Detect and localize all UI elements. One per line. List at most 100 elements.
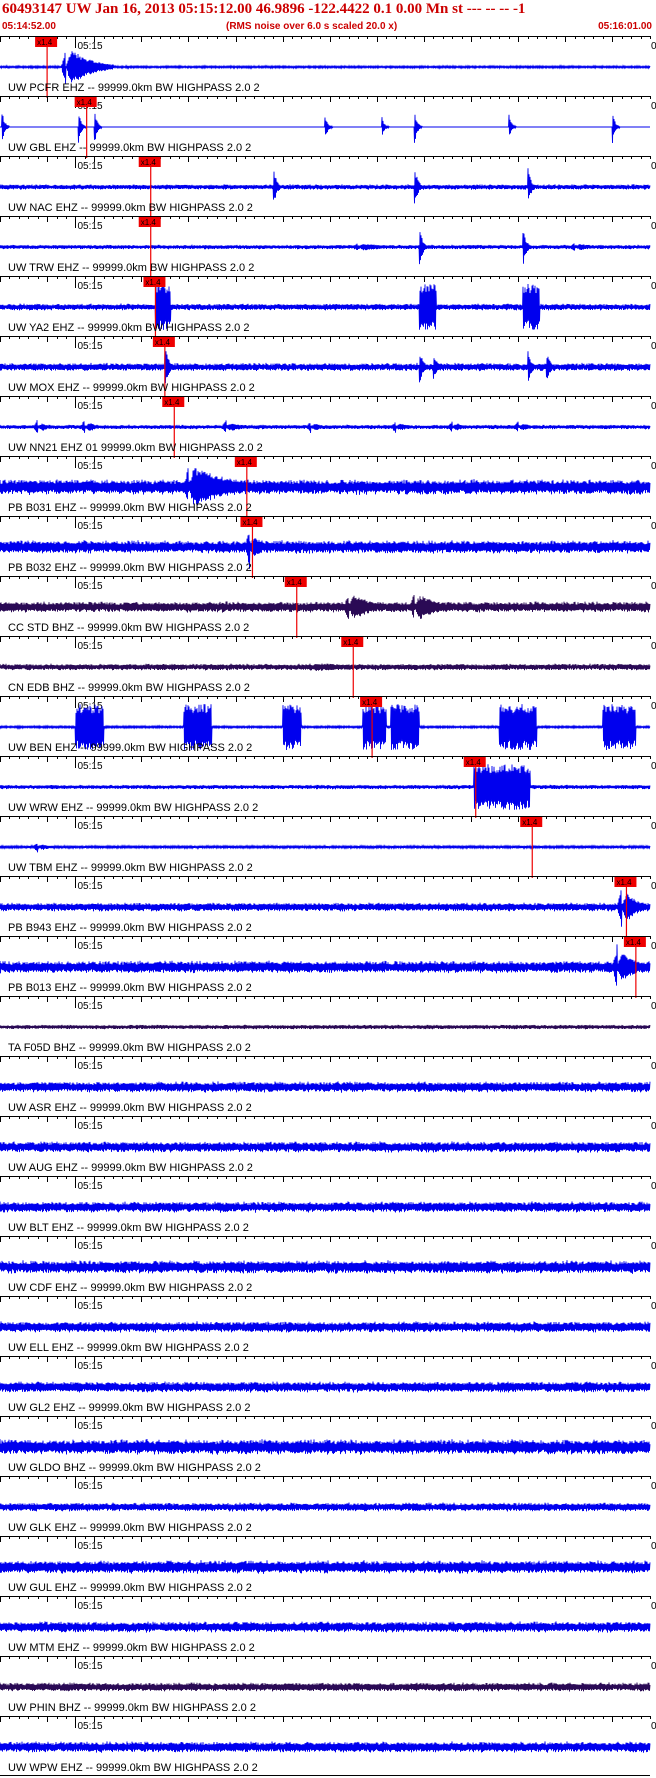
minute-tick-label: 05:15: [78, 1181, 103, 1192]
waveform-line: [0, 534, 651, 569]
trace-row: 05:15 0 x1.4 UW TBM EHZ -- 99999.0km BW HIG…: [0, 816, 656, 878]
station-label: UW CDF EHZ -- 99999.0km BW HIGHPASS 2.0 …: [8, 1282, 252, 1294]
station-label: UW PHIN BHZ -- 99999.0km BW HIGHPASS 2.0…: [8, 1702, 256, 1714]
trace-row: 05:15 0 x1.4 UW MOX EHZ -- 99999.0km BW HIG…: [0, 336, 656, 398]
minute-tick-label: 05:15: [78, 1001, 103, 1012]
waveform-line: [0, 1024, 651, 1030]
right-edge-label: 0: [651, 1181, 656, 1192]
right-edge-label: 0: [651, 461, 656, 472]
pick-label: x1.4: [466, 758, 482, 767]
minute-tick-label: 05:15: [78, 581, 103, 592]
station-label: UW YA2 EHZ -- 99999.0km BW HIGHPASS 2.0 …: [8, 322, 249, 334]
minute-tick-label: 05:15: [78, 1121, 103, 1132]
pick-flag: [360, 697, 383, 707]
pick-label: x1.4: [155, 338, 171, 347]
waveform-line: [0, 1502, 651, 1512]
station-label: UW ELL EHZ -- 99999.0km BW HIGHPASS 2.0 …: [8, 1342, 249, 1354]
pick-label: x1.4: [522, 818, 538, 827]
right-edge-label: 0: [651, 1001, 656, 1012]
trace-row: 05:15 0 x1.4 UW YA2 EHZ -- 99999.0km BW HIG…: [0, 276, 656, 338]
station-label: UW WPW EHZ -- 99999.0km BW HIGHPASS 2.0 …: [8, 1762, 258, 1774]
pick-flag: [74, 97, 97, 107]
right-edge-label: 0: [651, 281, 656, 292]
minute-tick-label: 05:15: [78, 1301, 103, 1312]
right-edge-label: 0: [651, 761, 656, 772]
waveform-line: [0, 1621, 651, 1633]
station-label: UW WRW EHZ -- 99999.0km BW HIGHPASS 2.0 …: [8, 802, 258, 814]
minute-tick-label: 05:15: [78, 1541, 103, 1552]
station-label: UW NN21 EHZ 01 99999.0km BW HIGHPASS 2.0…: [8, 442, 263, 454]
waveform-line: [0, 1141, 651, 1153]
right-edge-label: 0: [651, 1421, 656, 1432]
right-edge-label: 0: [651, 701, 656, 712]
right-edge-label: 0: [651, 1721, 656, 1732]
pick-label: x1.4: [145, 278, 161, 287]
trace-row: 05:15 0 UW AUG EHZ -- 99999.0km BW HIGHPAS…: [0, 1116, 656, 1174]
minute-tick-label: 05:15: [78, 1241, 103, 1252]
event-title: 60493147 UW Jan 16, 2013 05:15:12.00 46.…: [2, 1, 526, 17]
pick-flag: [240, 517, 263, 527]
trace-row: 05:15 0 x1.4 PB B032 EHZ -- 99999.0km BW HI…: [0, 516, 656, 578]
right-edge-label: 0: [651, 521, 656, 532]
minute-tick-label: 05:15: [78, 41, 103, 52]
station-label: UW MOX EHZ -- 99999.0km BW HIGHPASS 2.0 …: [8, 382, 255, 394]
trace-row: 05:15 0 x1.4 CN EDB BHZ -- 99999.0km BW HIG…: [0, 636, 656, 698]
right-edge-label: 0: [651, 1661, 656, 1672]
minute-tick-label: 05:15: [78, 881, 103, 892]
trace-row: 05:15 0 x1.4 UW NAC EHZ -- 99999.0km BW HIG…: [0, 156, 656, 218]
waveform-line: [0, 51, 651, 84]
waveform-line: [0, 420, 651, 434]
pick-flag: [162, 397, 185, 407]
trace-row: 05:15 0 UW GUL EHZ -- 99999.0km BW HIGHPAS…: [0, 1536, 656, 1594]
trace-row: 05:15 0 x1.4 CC STD BHZ -- 99999.0km BW HIG…: [0, 576, 656, 638]
trace-row: 05:15 0 UW GLK EHZ -- 99999.0km BW HIGHPAS…: [0, 1476, 656, 1534]
minute-tick-label: 05:15: [78, 821, 103, 832]
trace-row: 05:15 0x1.4UW BEN EHZ -- 99999.0km BW HIG…: [0, 696, 656, 758]
right-edge-label: 0: [651, 1061, 656, 1072]
right-edge-label: 0: [651, 161, 656, 172]
station-label: UW GLDO BHZ -- 99999.0km BW HIGHPASS 2.0…: [8, 1462, 261, 1474]
pick-label: x1.4: [37, 38, 53, 47]
minute-tick-label: 05:15: [78, 521, 103, 532]
waveform-line: [0, 113, 650, 144]
minute-tick-label: 05:15: [78, 1601, 103, 1612]
trace-row: 05:15 0 x1.4 UW PCFR EHZ -- 99999.0km BW HI…: [0, 36, 656, 98]
header-subrow: 05:14:52.00 (RMS noise over 6.0 s scaled…: [0, 21, 656, 35]
pick-flag: [138, 157, 161, 167]
minute-tick-label: 05:15: [78, 341, 103, 352]
waveform-line: [0, 944, 651, 986]
waveform-line: [0, 350, 651, 384]
trace-row: 05:15 0 UW GLDO BHZ -- 99999.0km BW HIGHPA…: [0, 1416, 656, 1474]
minute-tick-label: 05:15: [78, 461, 103, 472]
station-label: UW AUG EHZ -- 99999.0km BW HIGHPASS 2.0 …: [8, 1162, 253, 1174]
right-edge-label: 0: [651, 341, 656, 352]
minute-tick-label: 05:15: [78, 161, 103, 172]
station-label: CC STD BHZ -- 99999.0km BW HIGHPASS 2.0 …: [8, 622, 249, 634]
trace-row: 05:15 0 UW CDF EHZ -- 99999.0km BW HIGHPAS…: [0, 1236, 656, 1294]
pick-label: x1.4: [164, 398, 180, 407]
trace-row: 05:15 0 UW BLT EHZ -- 99999.0km BW HIGHPAS…: [0, 1176, 656, 1234]
waveform-line: [0, 283, 651, 330]
station-label: PB B943 EHZ -- 99999.0km BW HIGHPASS 2.0…: [8, 922, 252, 934]
right-edge-label: 0: [651, 1481, 656, 1492]
waveform-line: [0, 1741, 651, 1753]
waveform-line: [0, 663, 651, 671]
end-time-label: 05:16:01.00: [598, 21, 652, 32]
pick-label: x1.4: [237, 458, 253, 467]
pick-label: x1.4: [626, 938, 642, 947]
waveform-line: [0, 1438, 651, 1455]
trace-row: 05:15 0 UW MTM EHZ -- 99999.0km BW HIGHPAS…: [0, 1596, 656, 1654]
station-label: UW TRW EHZ -- 99999.0km BW HIGHPASS 2.0 …: [8, 262, 254, 274]
minute-tick-label: 05:15: [78, 1421, 103, 1432]
pick-flag: [520, 817, 543, 827]
right-edge-label: 0: [651, 1301, 656, 1312]
waveform-line: [0, 1260, 651, 1274]
minute-tick-label: 05:15: [78, 1061, 103, 1072]
waveform-line: [0, 1381, 651, 1393]
plot-header: 60493147 UW Jan 16, 2013 05:15:12.00 46.…: [0, 0, 656, 36]
trace-row: 05:15 0 x1.4 PB B031 EHZ -- 99999.0km BW HI…: [0, 456, 656, 518]
trace-row: 05:15 0 UW PHIN BHZ -- 99999.0km BW HIGHPA…: [0, 1656, 656, 1714]
pick-label: x1.4: [616, 878, 632, 887]
station-label: TA F05D BHZ -- 99999.0km BW HIGHPASS 2.0…: [8, 1042, 251, 1054]
station-label: UW GBL EHZ -- 99999.0km BW HIGHPASS 2.0 …: [8, 142, 251, 154]
